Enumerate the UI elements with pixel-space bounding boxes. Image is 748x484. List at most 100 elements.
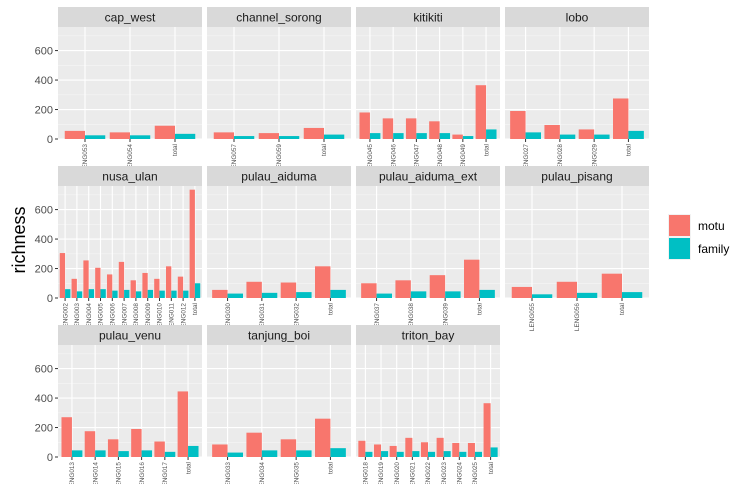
x-tick-label: LENG020 <box>394 462 401 484</box>
y-tick-label: 200 <box>35 423 53 435</box>
x-tick-label: LENG030 <box>225 303 232 332</box>
facet-strip-label: pulau_venu <box>99 329 161 343</box>
x-tick-label: total <box>321 144 328 156</box>
bar-motu <box>280 439 297 457</box>
x-tick-label: LENG057 <box>231 144 238 173</box>
x-tick-label: LENG047 <box>414 144 421 173</box>
bar-motu <box>467 443 475 457</box>
bar-motu <box>578 129 595 139</box>
bar-motu <box>61 417 72 457</box>
bar-motu <box>64 130 85 139</box>
bar-motu <box>154 441 165 457</box>
legend: motu family <box>668 214 729 260</box>
bar-family <box>124 289 130 298</box>
bar-motu <box>382 118 394 139</box>
bar-motu <box>475 85 487 139</box>
y-tick-label: 600 <box>35 46 53 58</box>
facet-strip-label: nusa_ulan <box>102 170 157 184</box>
facet-strip <box>58 325 202 345</box>
x-tick-label: total <box>185 462 192 474</box>
x-tick-label: LENG037 <box>374 303 381 332</box>
bar-family <box>490 447 498 457</box>
x-tick-label: LENG028 <box>557 144 564 173</box>
bar-motu <box>131 429 142 457</box>
bar-family <box>525 132 541 139</box>
facet-strip <box>207 7 351 27</box>
bar-family <box>261 450 278 457</box>
bar-motu <box>405 437 413 457</box>
bar-motu <box>483 403 491 457</box>
bar-family <box>95 450 106 457</box>
x-tick-label: LENG049 <box>460 144 467 173</box>
facet-strip <box>356 7 500 27</box>
bar-family <box>330 448 346 457</box>
x-tick-label: LENG025 <box>472 462 479 484</box>
bar-motu <box>177 276 184 298</box>
bar-family <box>462 136 474 139</box>
bar-family <box>365 451 373 457</box>
y-tick-label: 600 <box>35 205 53 217</box>
bar-motu <box>212 444 228 457</box>
bar-family <box>376 293 392 298</box>
bar-family <box>175 133 196 139</box>
bar-motu <box>84 431 96 457</box>
x-tick-label: LENG014 <box>92 462 99 484</box>
x-tick-label: LENG045 <box>367 144 374 173</box>
x-tick-label: LENG027 <box>523 144 530 173</box>
bar-motu <box>510 111 526 139</box>
bar-motu <box>544 125 560 139</box>
x-tick-label: LENG048 <box>437 144 444 173</box>
facet-pulau_aiduma: pulau_aiduma LENG030 LENG031 LENG032 total <box>207 166 351 331</box>
bar-family <box>324 134 345 139</box>
bar-motu <box>59 253 66 298</box>
x-tick-label: LENG004 <box>86 303 93 332</box>
x-tick-label: total <box>328 303 335 315</box>
x-tick-label: LENG038 <box>408 303 415 332</box>
y-tick-label: 200 <box>35 264 53 276</box>
facet-pulau_venu: pulau_venu LENG013 LENG014 LENG015 LENG016 LE… <box>35 325 202 484</box>
bar-family <box>479 289 495 298</box>
facet-lobo: lobo LENG027 LENG028 LENG029 total <box>505 7 649 172</box>
legend-label-family: family <box>698 242 729 256</box>
bar-motu <box>109 132 130 139</box>
bar-motu <box>429 275 446 298</box>
bar-motu <box>464 259 480 298</box>
facet-strip-label: pulau_aiduma <box>241 170 317 184</box>
bar-family <box>141 450 153 457</box>
x-tick-label: LENG021 <box>410 462 417 484</box>
x-tick-label: LENG039 <box>442 303 449 332</box>
legend-swatch-family <box>669 238 690 259</box>
bar-motu <box>154 278 160 298</box>
x-tick-label: LENG011 <box>169 303 176 331</box>
x-tick-label: total <box>483 144 490 156</box>
bar-family <box>227 293 243 298</box>
bar-family <box>428 451 436 457</box>
x-tick-label: total <box>488 462 495 474</box>
x-tick-label: LENG035 <box>293 462 300 484</box>
x-tick-label: LENG002 <box>62 303 69 332</box>
x-tick-label: LENG012 <box>180 303 187 332</box>
bar-family <box>412 451 420 457</box>
bar-motu <box>436 437 444 457</box>
facet-strip <box>58 7 202 27</box>
x-tick-label: LENG053 <box>82 144 89 173</box>
x-tick-label: total <box>192 303 199 315</box>
facet-strip-label: pulau_pisang <box>541 170 612 184</box>
x-tick-label: LENG008 <box>133 303 140 332</box>
facet-strip-label: kitikiti <box>413 11 442 25</box>
x-tick-label: LENG010 <box>157 303 164 332</box>
bar-family <box>445 291 461 298</box>
y-tick-label: 400 <box>35 393 53 405</box>
bar-family <box>118 451 129 457</box>
bar-motu <box>107 439 119 457</box>
bar-family <box>261 292 278 298</box>
bar-family <box>369 133 381 139</box>
bar-motu <box>613 98 629 139</box>
bar-family <box>396 451 404 457</box>
bar-motu <box>154 125 175 139</box>
bar-family <box>183 290 189 298</box>
x-tick-label: LENG006 <box>109 303 116 332</box>
x-tick-label: LENG017 <box>162 462 169 484</box>
bar-motu <box>556 281 577 298</box>
